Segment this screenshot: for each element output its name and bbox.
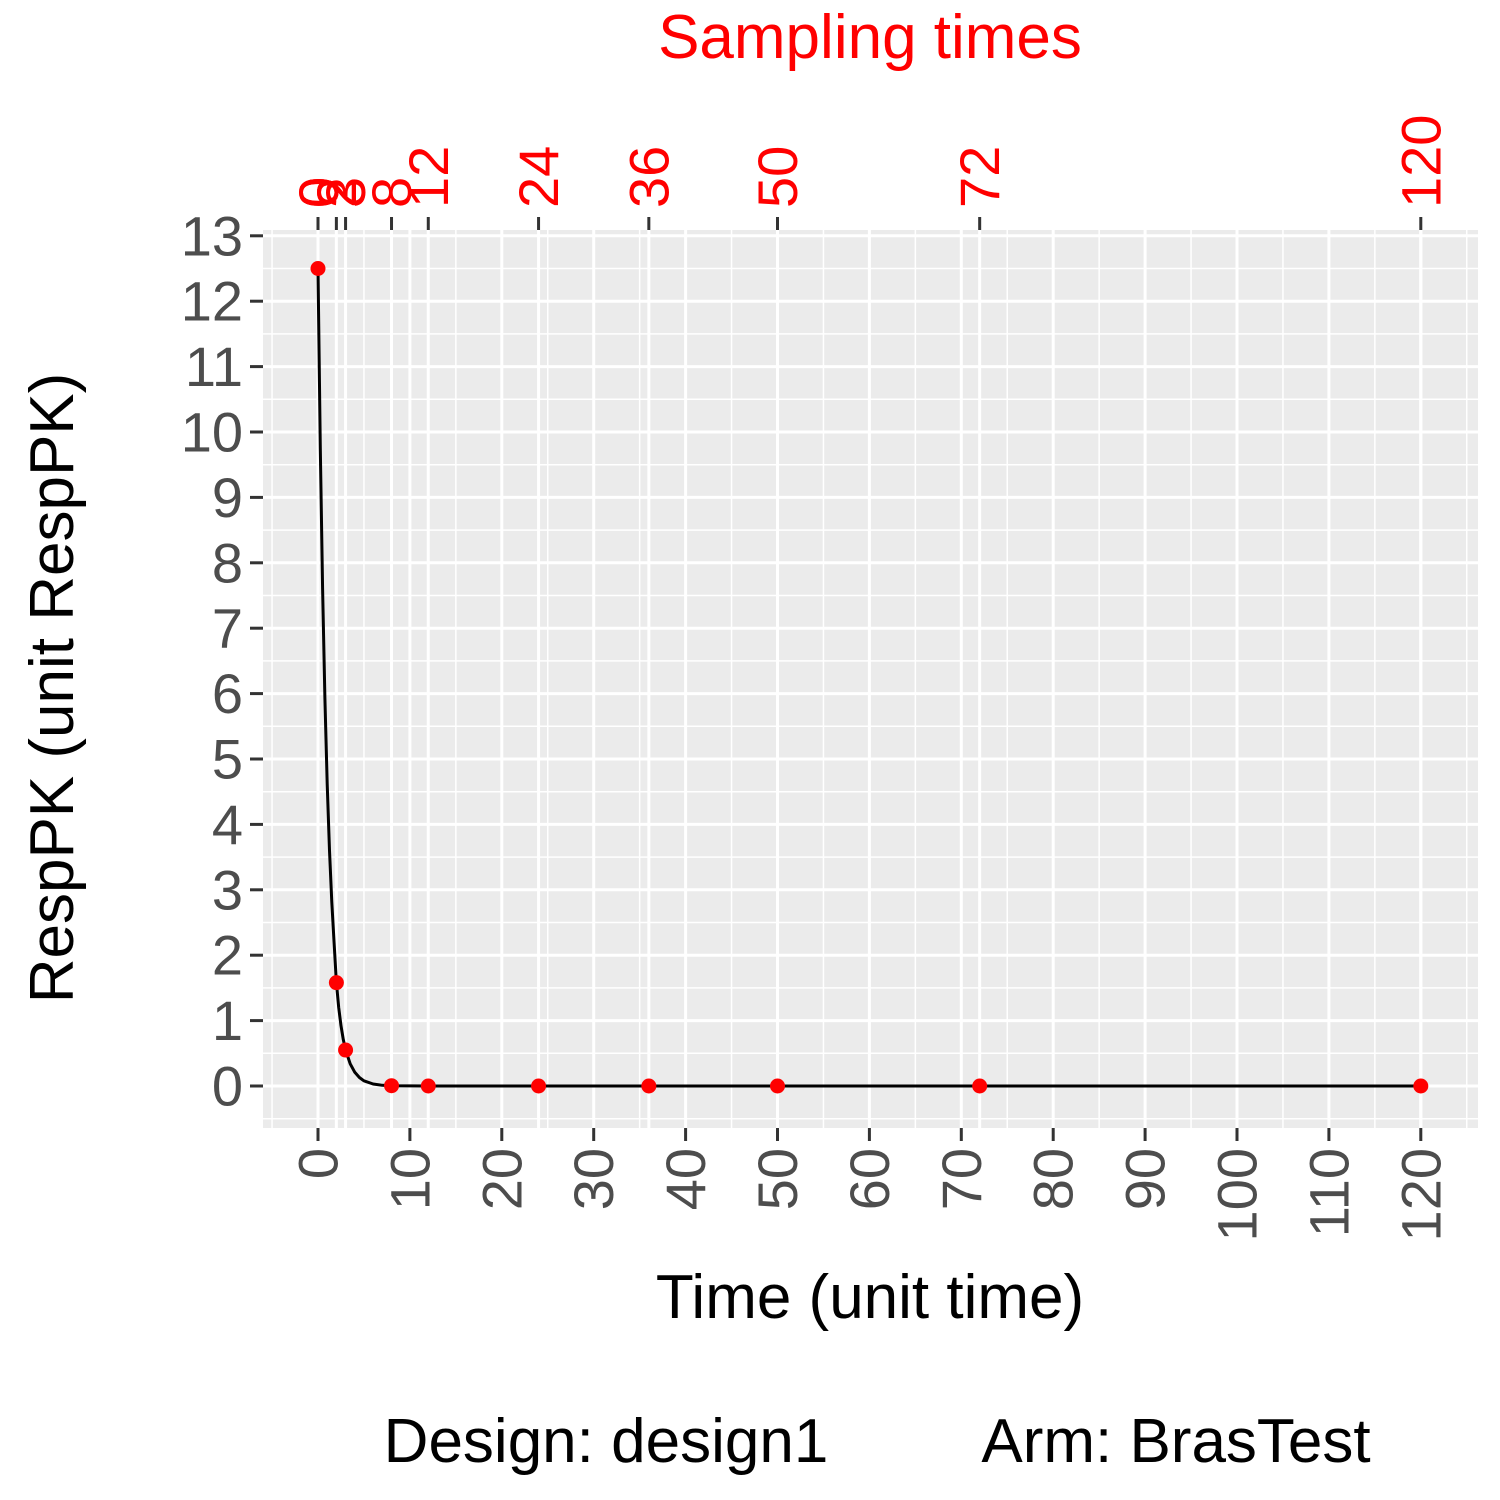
y-tick-label: 5 [212, 728, 243, 791]
data-point [338, 1042, 354, 1058]
y-tick-label: 8 [212, 531, 243, 594]
x-tick-label: 10 [378, 1148, 441, 1210]
sampling-time-label: 120 [1389, 115, 1452, 208]
sampling-time-label: 2 [305, 177, 368, 208]
series-line [316, 268, 1421, 1088]
x-tick-label: 50 [746, 1148, 809, 1210]
x-axis-title: Time (unit time) [656, 1263, 1084, 1332]
y-axis-title: RespPK (unit RespPK) [18, 373, 87, 1004]
data-point [384, 1078, 400, 1094]
y-tick-label: 13 [181, 204, 243, 267]
sampling-time-label: 0 [287, 177, 350, 208]
sampling-time-label: 2 [305, 177, 368, 208]
sampling-time-label: 0 [287, 177, 350, 208]
x-tick-label: 120 [1389, 1148, 1452, 1241]
y-tick-label: 6 [212, 662, 243, 725]
sampling-time-label: 8 [360, 177, 423, 208]
data-point [531, 1078, 547, 1094]
x-tick-label: 90 [1114, 1148, 1177, 1210]
y-tick-label: 10 [181, 401, 243, 464]
data-points [310, 261, 1429, 1094]
series-lines [316, 268, 1421, 1088]
data-point [641, 1078, 657, 1094]
secondary-x-axis-title: Sampling times [658, 3, 1082, 72]
y-tick-label: 12 [181, 270, 243, 333]
axes: 0 10 20 30 40 50 60 70 80 90 100 110 120012345678910… [181, 115, 1453, 1242]
x-tick-label: 100 [1206, 1148, 1269, 1241]
y-tick-label: 2 [212, 924, 243, 987]
x-tick-label: 80 [1022, 1148, 1085, 1210]
sampling-time-label: 72 [948, 146, 1011, 208]
arm-caption: Arm: BrasTest [981, 1407, 1370, 1476]
x-tick-label: 70 [930, 1148, 993, 1210]
data-point [328, 975, 344, 991]
sampling-time-label: 24 [507, 146, 570, 208]
x-tick-label: 60 [838, 1148, 901, 1210]
sampling-time-label: 50 [746, 146, 809, 208]
y-tick-label: 1 [212, 989, 243, 1052]
x-tick-label: 30 [562, 1148, 625, 1210]
sampling-time-label: 36 [617, 146, 680, 208]
y-tick-label: 4 [212, 793, 243, 856]
data-point [420, 1078, 436, 1094]
data-point [310, 261, 326, 276]
x-tick-label: 20 [470, 1148, 533, 1210]
y-tick-label: 9 [212, 466, 243, 529]
sampling-time-label: 3 [314, 177, 377, 208]
data-point [972, 1078, 988, 1094]
sampling-time-label: 12 [397, 146, 460, 208]
y-tick-label: 3 [212, 858, 243, 921]
y-tick-label: 11 [185, 335, 243, 398]
x-tick-label: 0 [287, 1148, 350, 1179]
y-tick-label: 7 [212, 597, 243, 660]
data-point [770, 1078, 785, 1094]
major-gridlines [263, 230, 1478, 1128]
x-tick-label: 40 [654, 1148, 717, 1210]
y-tick-label: 0 [212, 1055, 243, 1118]
x-tick-label: 110 [1297, 1148, 1360, 1237]
design-caption: Design: design1 [384, 1407, 829, 1476]
data-point [1413, 1078, 1429, 1094]
